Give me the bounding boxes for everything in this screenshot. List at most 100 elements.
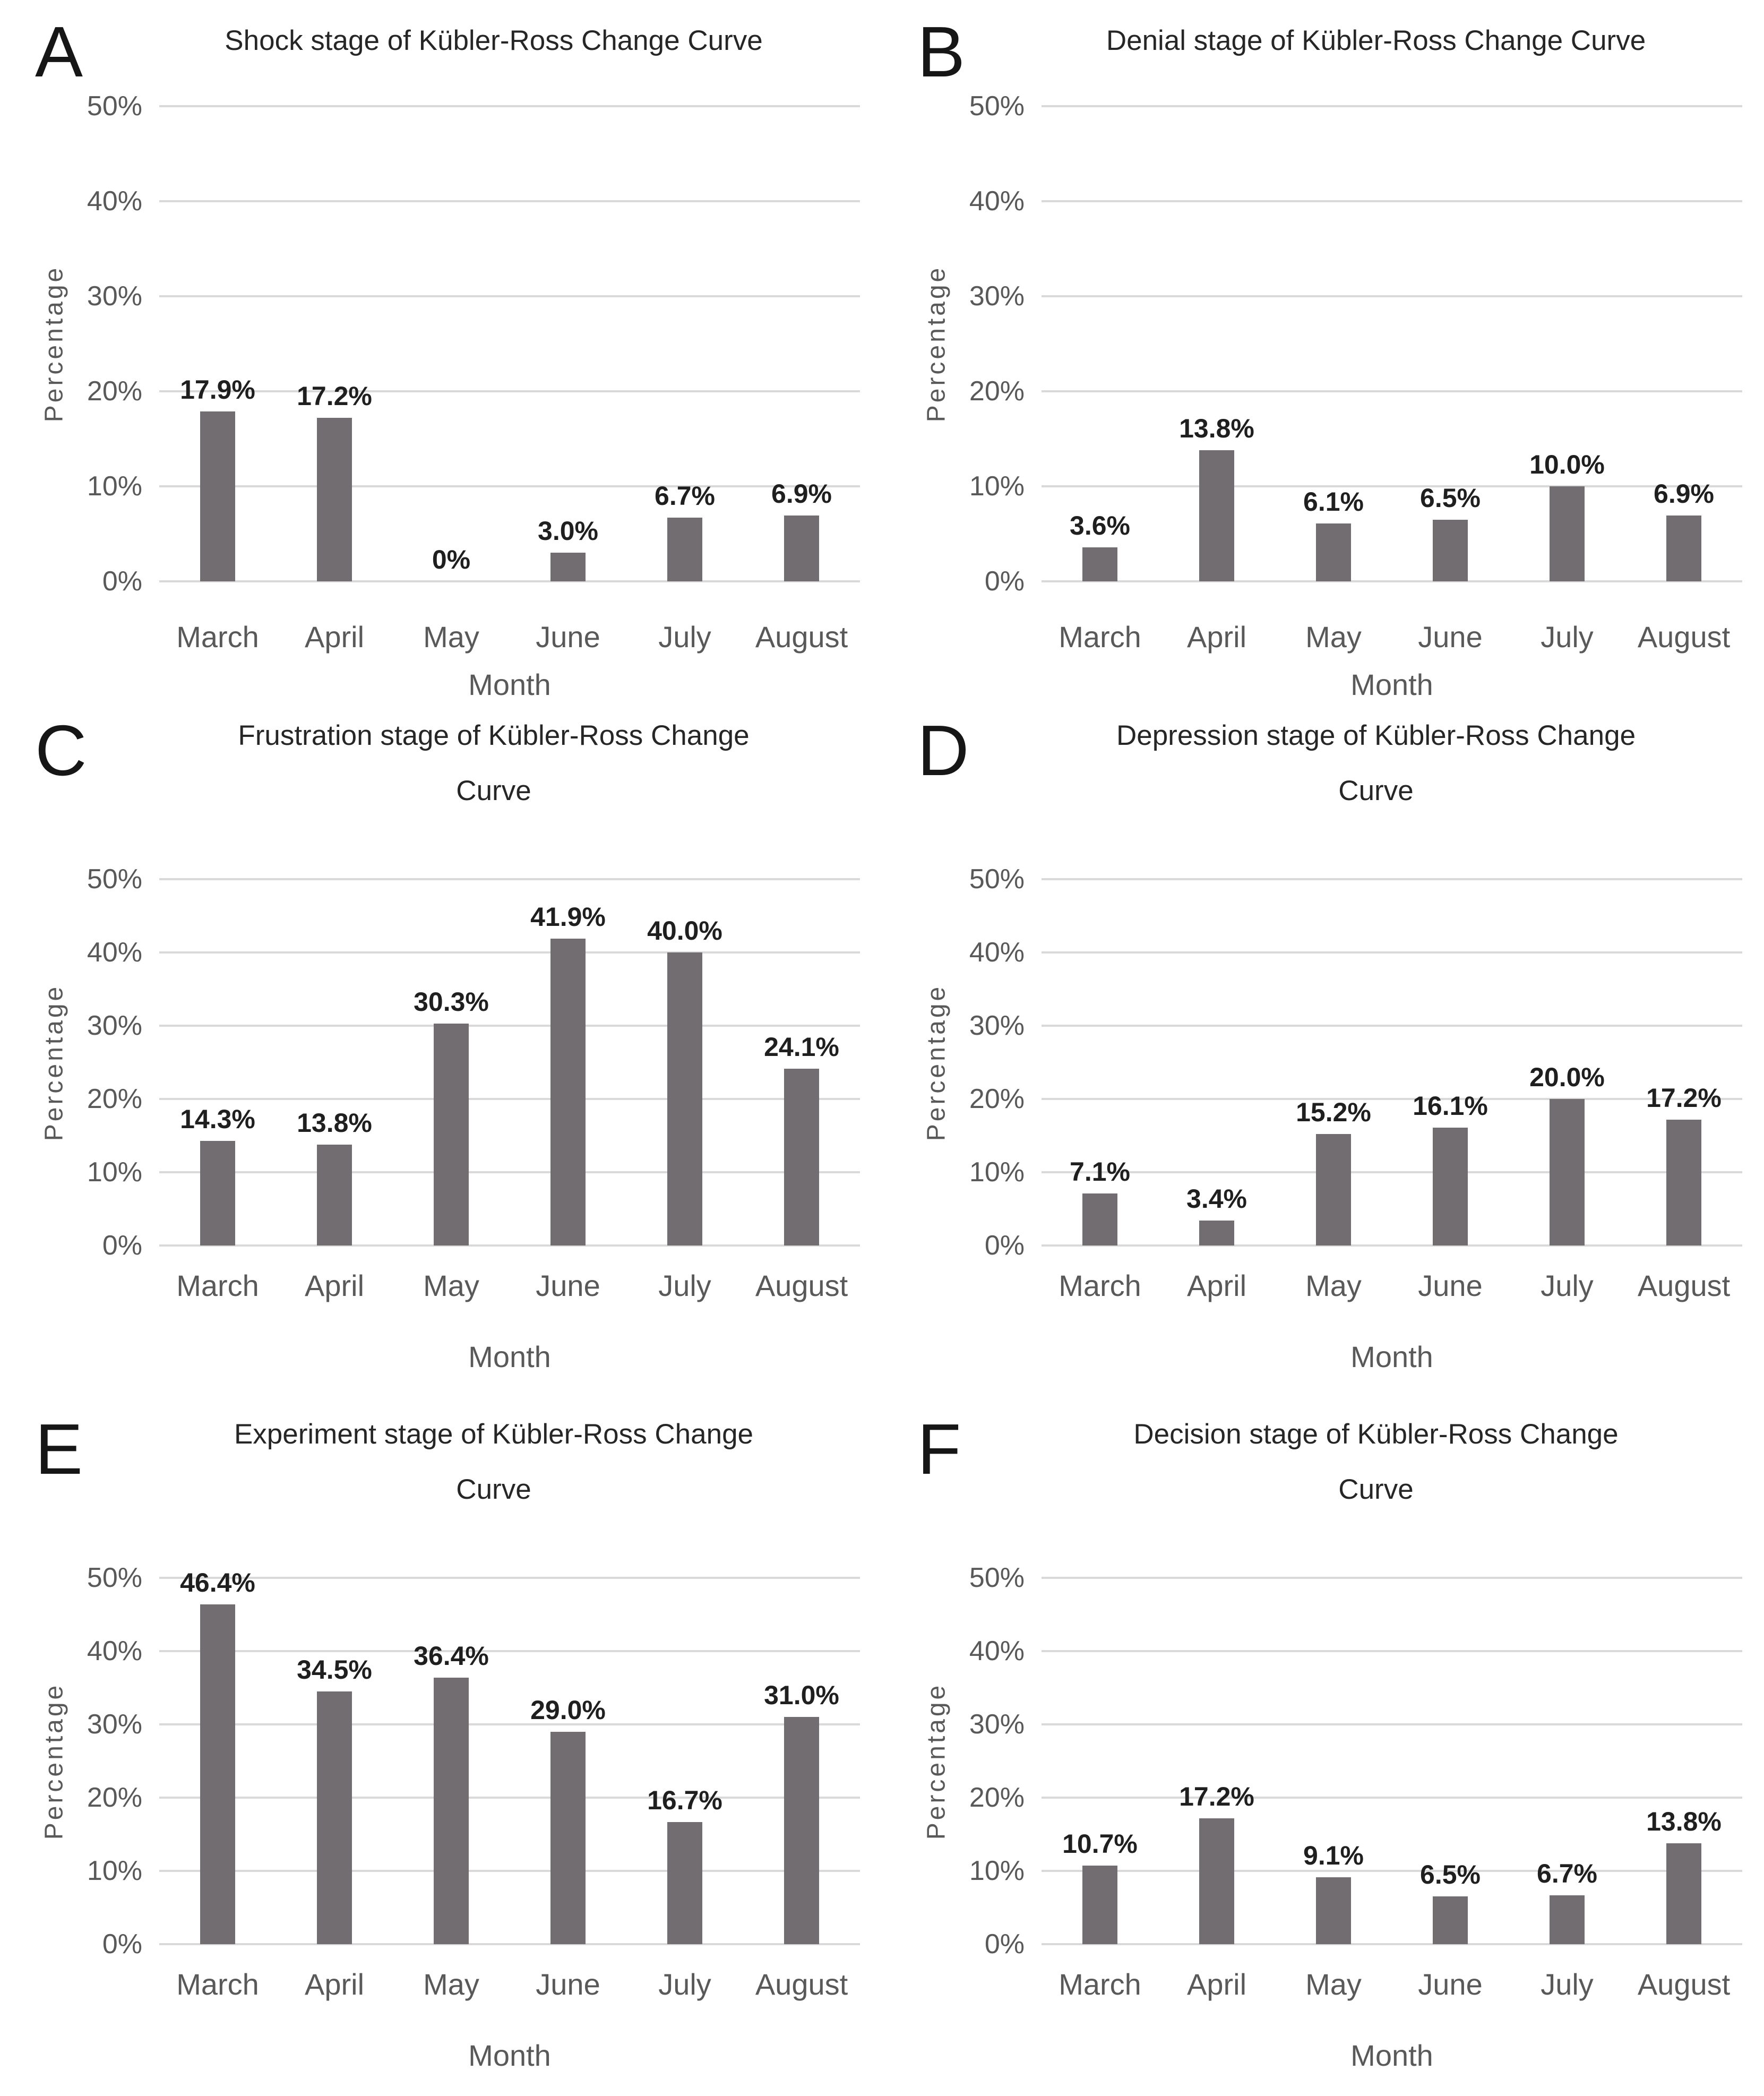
- y-axis-tick-label: 50%: [969, 91, 1025, 122]
- y-axis-tick-label: 50%: [87, 1562, 142, 1593]
- y-axis-tick-label: 40%: [87, 1636, 142, 1667]
- x-axis-title: Month: [1350, 668, 1433, 701]
- y-axis-tick-label: 40%: [969, 937, 1025, 968]
- y-axis-tick-label: 20%: [969, 1782, 1025, 1813]
- gridline: [159, 1098, 860, 1100]
- y-axis-title-text: Percentage: [40, 984, 68, 1141]
- bar-july: [1550, 1895, 1585, 1944]
- chart-title: Depression stage of Kübler-Ross Change Cu…: [1010, 708, 1742, 819]
- y-axis-tick-label: 40%: [87, 186, 142, 217]
- bar-data-label: 0%: [432, 545, 471, 574]
- panel-b: B Denial stage of Kübler-Ross Change Curv…: [882, 0, 1763, 701]
- y-axis-title: Percentage: [905, 106, 968, 581]
- chart-title-line: Depression stage of Kübler-Ross Change: [1116, 720, 1636, 751]
- y-axis-title: Percentage: [905, 1578, 968, 1944]
- x-axis-tick-label: April: [304, 620, 365, 654]
- y-axis-tick-label: 10%: [969, 1856, 1025, 1886]
- plot-area: 3.6% 13.8% 6.1% 6.5% 10.0% 6.9%: [1042, 105, 1742, 582]
- bar-data-label: 9.1%: [1303, 1841, 1364, 1870]
- panel-f: F Decision stage of Kübler-Ross Change Cur…: [882, 1397, 1763, 2096]
- x-axis-tick-label: July: [658, 620, 711, 654]
- y-axis-tick-label: 0%: [102, 1929, 142, 1960]
- gridline: [1042, 1171, 1742, 1173]
- chart-title-line: Frustration stage of Kübler-Ross Change: [238, 720, 750, 751]
- gridline: [1042, 1025, 1742, 1027]
- bar-data-label: 6.5%: [1420, 483, 1481, 513]
- chart-title: Frustration stage of Kübler-Ross Change C…: [127, 708, 860, 819]
- bar-data-label: 13.8%: [1179, 414, 1254, 443]
- x-axis-tick-label: April: [304, 1269, 365, 1302]
- panel-letter: D: [917, 710, 969, 791]
- x-axis-tick-label: July: [658, 1968, 711, 2001]
- bar-data-label: 6.1%: [1303, 487, 1364, 517]
- bar-data-label: 36.4%: [414, 1641, 489, 1671]
- x-axis-tick-label: August: [755, 1269, 848, 1302]
- x-axis-tick-label: April: [1186, 1269, 1247, 1302]
- chart-title: Decision stage of Kübler-Ross Change Curv…: [1010, 1407, 1742, 1517]
- gridline: [159, 1244, 860, 1247]
- plot-area: 17.9% 17.2% 0% 3.0% 6.7% 6.9%: [159, 105, 860, 582]
- gridline: [1042, 1244, 1742, 1247]
- bar-june: [550, 939, 586, 1245]
- y-axis-tick-label: 40%: [969, 1636, 1025, 1667]
- gridline: [1042, 1098, 1742, 1100]
- gridline: [159, 1650, 860, 1652]
- plot-area: 7.1% 3.4% 15.2% 16.1% 20.0% 17.2%: [1042, 878, 1742, 1247]
- gridline: [1042, 1723, 1742, 1725]
- y-axis-tick-label: 50%: [969, 1562, 1025, 1593]
- x-axis-tick-label: April: [1186, 620, 1247, 654]
- bar-august: [784, 1069, 819, 1245]
- gridline: [159, 1171, 860, 1173]
- bar-data-label: 40.0%: [647, 916, 722, 946]
- bar-data-label: 7.1%: [1070, 1157, 1130, 1187]
- bar-data-label: 16.7%: [647, 1785, 722, 1815]
- bar-data-label: 10.7%: [1062, 1829, 1138, 1859]
- y-axis-tick-label: 40%: [969, 186, 1025, 217]
- gridline: [159, 200, 860, 202]
- x-axis-tick-label: May: [423, 620, 479, 654]
- x-axis-tick-label: March: [176, 1968, 259, 2001]
- bar-data-label: 6.7%: [655, 481, 715, 511]
- bar-june: [550, 1732, 586, 1944]
- bar-data-label: 6.9%: [771, 479, 832, 509]
- x-axis-tick-label: May: [1305, 620, 1362, 654]
- bar-july: [667, 518, 702, 581]
- gridline: [1042, 1577, 1742, 1579]
- y-axis-tick-label: 20%: [969, 376, 1025, 407]
- y-axis-tick-label: 10%: [87, 1157, 142, 1188]
- bar-april: [1199, 1221, 1234, 1245]
- bar-data-label: 3.0%: [538, 516, 598, 546]
- chart-title-line: Curve: [1338, 1474, 1414, 1505]
- bar-march: [200, 1141, 235, 1245]
- bar-data-label: 30.3%: [414, 987, 489, 1017]
- chart-title-line: Denial stage of Kübler-Ross Change Curve: [1106, 25, 1646, 56]
- y-axis-title: Percentage: [22, 879, 86, 1245]
- x-axis-tick-label: May: [1305, 1269, 1362, 1302]
- x-axis-tick-label: June: [1418, 1968, 1483, 2001]
- y-axis-title: Percentage: [905, 879, 968, 1245]
- y-axis-tick-label: 0%: [102, 566, 142, 597]
- gridline: [1042, 1870, 1742, 1872]
- bar-august: [1666, 516, 1701, 581]
- y-axis-tick-label: 10%: [87, 1856, 142, 1886]
- x-axis-title: Month: [1350, 2039, 1433, 2072]
- panel-letter: C: [35, 710, 87, 791]
- bar-may: [434, 1678, 469, 1944]
- chart-title-line: Curve: [1338, 775, 1414, 806]
- bar-august: [1666, 1120, 1701, 1245]
- panel-a: A Shock stage of Kübler-Ross Change Curve…: [0, 0, 881, 700]
- bar-data-label: 24.1%: [764, 1032, 839, 1062]
- gridline: [159, 1723, 860, 1725]
- bar-data-label: 3.6%: [1070, 511, 1130, 540]
- x-axis-tick-label: June: [1418, 620, 1483, 654]
- bar-august: [784, 516, 819, 581]
- panel-letter: E: [35, 1409, 83, 1489]
- x-axis-tick-label: April: [304, 1968, 365, 2001]
- panel-letter: F: [917, 1409, 961, 1489]
- gridline: [1042, 390, 1742, 392]
- x-axis-tick-label: July: [1541, 620, 1594, 654]
- gridline: [1042, 951, 1742, 953]
- x-axis-tick-label: May: [423, 1968, 479, 2001]
- x-axis-tick-label: May: [423, 1269, 479, 1302]
- gridline: [159, 580, 860, 582]
